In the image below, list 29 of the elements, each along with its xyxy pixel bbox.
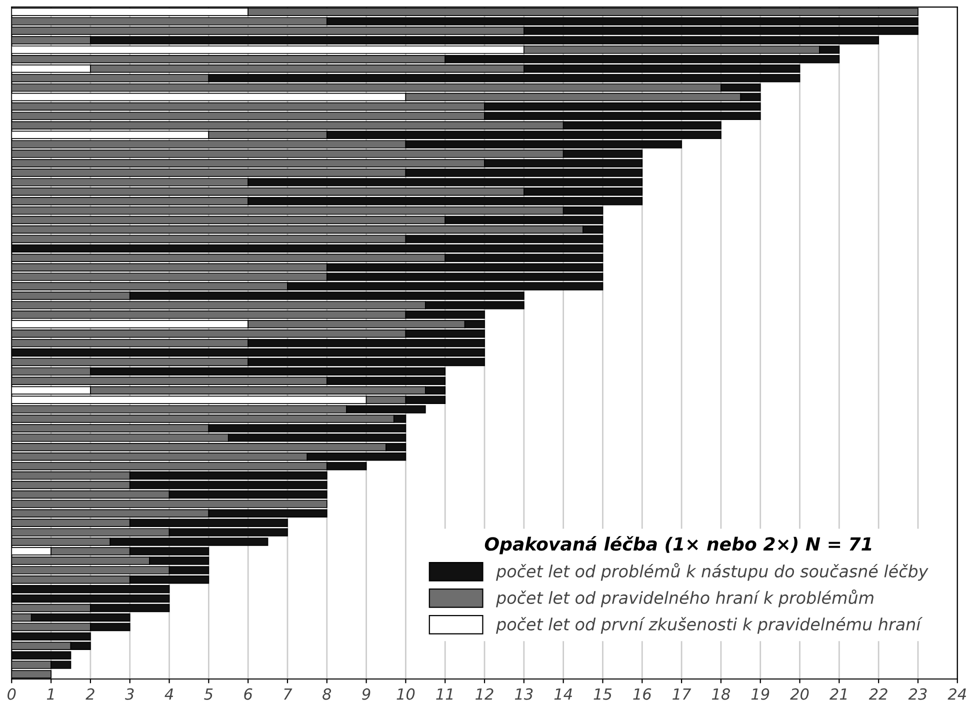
x-tick-label: 23	[908, 688, 927, 700]
legend-title: Opakovaná léčba (1× nebo 2×) N = 71	[484, 536, 872, 554]
x-tick-label: 20	[790, 688, 809, 700]
legend-label: počet let od pravidelného hraní k problémům	[496, 589, 874, 608]
x-tick-label: 14	[554, 688, 572, 700]
x-tick-label: 12	[476, 688, 494, 700]
x-tick-label: 7	[284, 688, 292, 700]
x-tick-label: 18	[712, 688, 730, 700]
x-tick-label: 21	[830, 688, 847, 700]
x-tick-label: 19	[751, 688, 770, 700]
x-tick-label: 16	[633, 688, 652, 700]
x-tick-label: 10	[396, 688, 415, 700]
x-tick-label: 0	[8, 688, 16, 700]
x-tick-label: 22	[868, 688, 888, 700]
x-tick-label: 2	[86, 688, 94, 700]
x-tick-label: 4	[164, 688, 174, 700]
x-tick-label: 9	[362, 688, 370, 700]
x-tick-label: 1	[46, 688, 54, 700]
x-tick-label: 6	[244, 688, 252, 700]
x-tick-label: 24	[948, 688, 966, 700]
x-tick-label: 13	[514, 688, 533, 700]
x-tick-label: 11	[436, 688, 453, 700]
x-tick-label: 15	[594, 688, 612, 700]
x-tick-label: 3	[125, 688, 134, 700]
legend-label: počet let od první zkušenosti k pravidelnému hraní	[496, 616, 923, 634]
x-tick-label: 17	[672, 688, 692, 700]
x-tick-label: 5	[204, 688, 213, 700]
legend-label: počet let od problémů k nástupu do současné léčby	[496, 562, 928, 581]
x-tick-label: 8	[322, 688, 332, 700]
